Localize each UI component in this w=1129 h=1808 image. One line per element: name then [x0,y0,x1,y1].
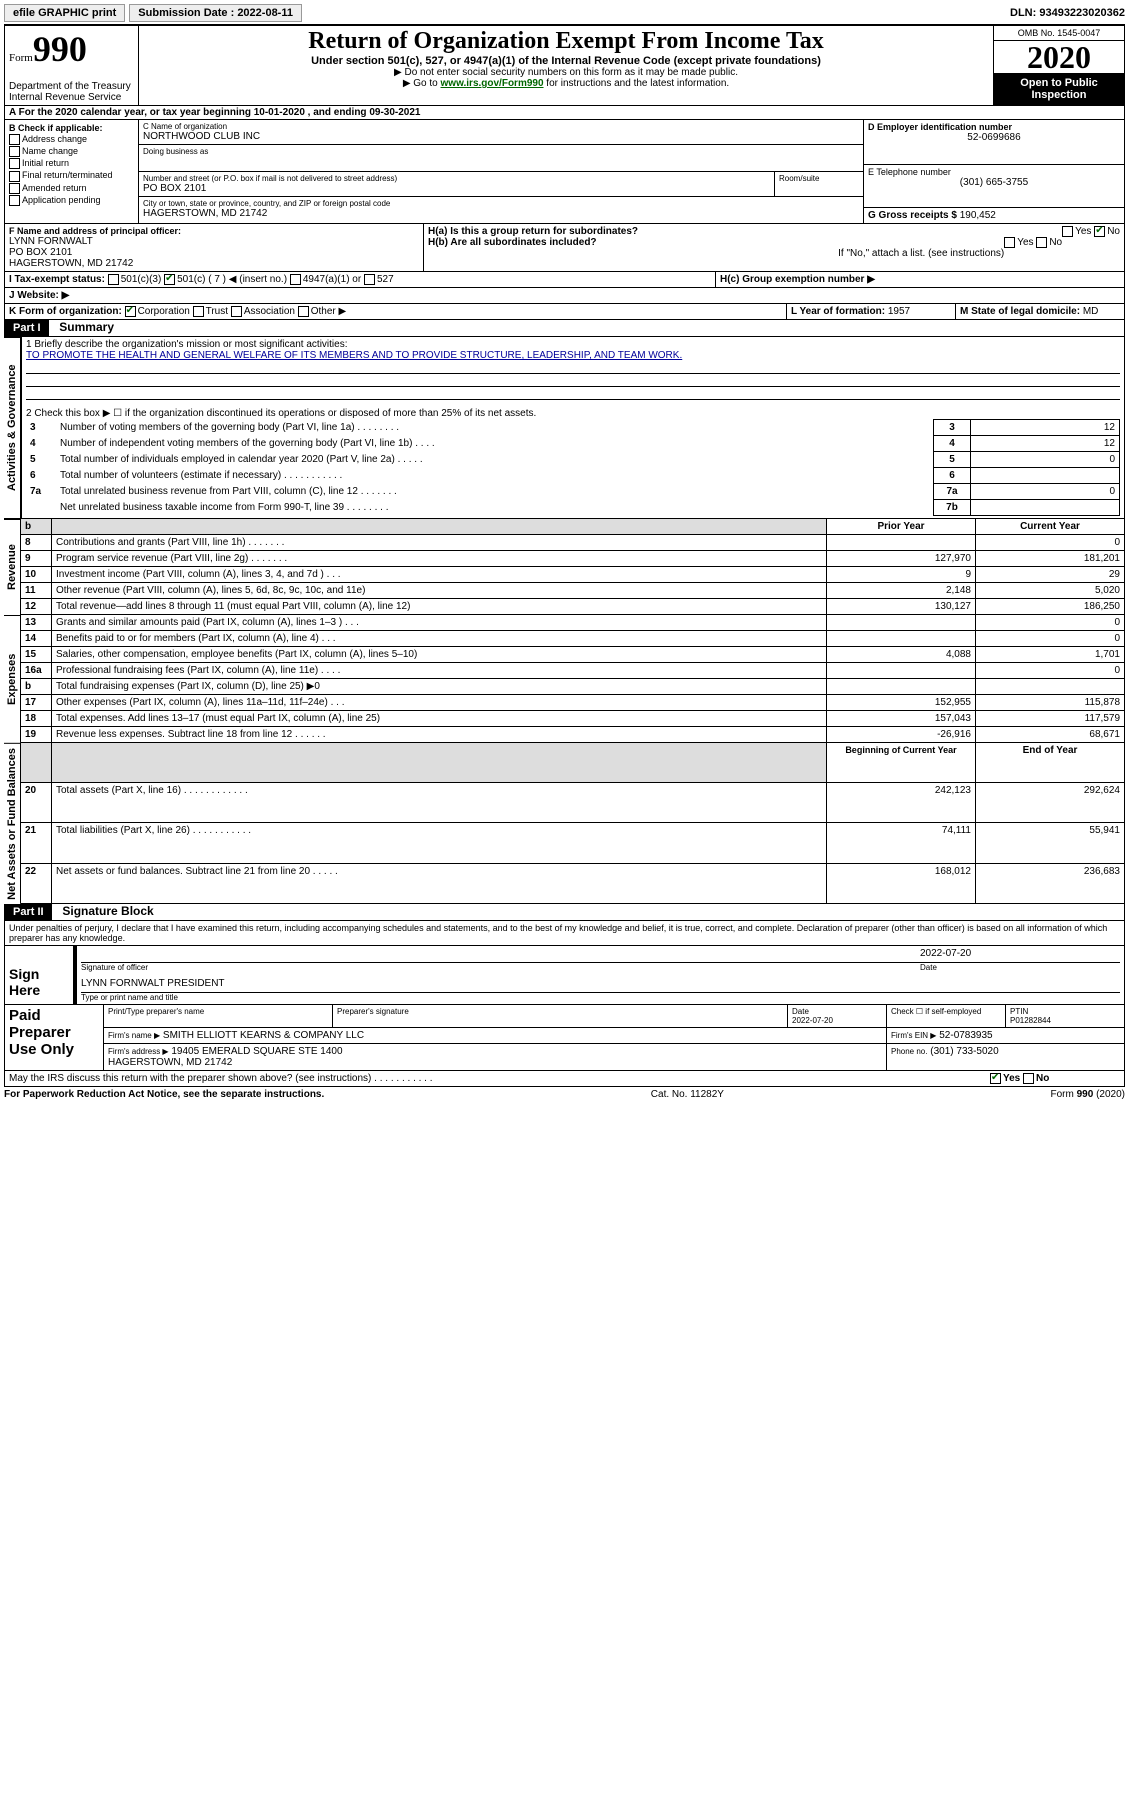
sig-date: 2022-07-20 [920,948,1120,963]
paperwork-notice: For Paperwork Reduction Act Notice, see … [4,1089,324,1100]
f-label: F Name and address of principal officer: [9,226,419,236]
officer-sig-name: LYNN FORNWALT PRESIDENT [81,978,1120,993]
phone-label: E Telephone number [868,167,1120,177]
officer-addr2: HAGERSTOWN, MD 21742 [9,258,419,269]
firm-phone: (301) 733-5020 [930,1046,998,1057]
chk-assoc[interactable] [231,306,242,317]
top-bar: efile GRAPHIC print Submission Date : 20… [4,4,1125,22]
governance-table: 3Number of voting members of the governi… [26,419,1120,516]
chk-trust[interactable] [193,306,204,317]
gross-value: 190,452 [960,210,996,221]
chk-pending[interactable] [9,195,20,206]
chk-other[interactable] [298,306,309,317]
form-ref: Form 990 (2020) [1051,1089,1125,1100]
discuss-no[interactable] [1023,1073,1034,1084]
efile-label[interactable]: efile GRAPHIC print [4,4,125,22]
dba-label: Doing business as [143,147,859,156]
street-label: Number and street (or P.O. box if mail i… [143,174,770,183]
c-label: C Name of organization [143,122,859,131]
chk-address[interactable] [9,134,20,145]
form-header: Form990 Department of the Treasury Inter… [4,26,1125,106]
part1-hdr: Part I [5,320,49,336]
discuss-yes[interactable] [990,1073,1001,1084]
chk-501c3[interactable] [108,274,119,285]
ptin: P01282844 [1010,1016,1051,1025]
firm-ein: 52-0783935 [939,1030,992,1041]
officer-name: LYNN FORNWALT [9,236,419,247]
h-a: H(a) Is this a group return for subordin… [428,226,1120,237]
preparer-table: Paid Preparer Use Only Print/Type prepar… [4,1005,1125,1071]
ha-yes[interactable] [1062,226,1073,237]
chk-corp[interactable] [125,306,136,317]
year-formation: 1957 [888,306,910,317]
ha-no[interactable] [1094,226,1105,237]
i-label: I Tax-exempt status: [9,274,105,285]
side-expenses: Expenses [4,615,21,743]
form-subtitle: Under section 501(c), 527, or 4947(a)(1)… [141,55,991,67]
revenue-table: bPrior YearCurrent Year8Contributions an… [21,519,1125,615]
form-number: 990 [33,29,87,69]
chk-final[interactable] [9,171,20,182]
dln: DLN: 93493223020362 [1010,7,1125,19]
city: HAGERSTOWN, MD 21742 [143,208,859,219]
form-word: Form [9,52,33,64]
note-ssn: ▶ Do not enter social security numbers o… [141,67,991,78]
submission-date[interactable]: Submission Date : 2022-08-11 [129,4,302,22]
sign-here: Sign Here [5,946,74,1004]
j-website: J Website: ▶ [9,290,69,301]
expenses-table: 13Grants and similar amounts paid (Part … [21,615,1125,743]
part1-title: Summary [59,320,114,334]
part2-hdr: Part II [5,904,52,920]
street: PO BOX 2101 [143,183,770,194]
org-name: NORTHWOOD CLUB INC [143,131,859,142]
chk-4947[interactable] [290,274,301,285]
chk-501c[interactable] [164,274,175,285]
discuss-q: May the IRS discuss this return with the… [5,1071,986,1086]
officer-addr1: PO BOX 2101 [9,247,419,258]
chk-amended[interactable] [9,183,20,194]
side-net: Net Assets or Fund Balances [4,743,21,904]
cat-no: Cat. No. 11282Y [651,1089,724,1100]
q1-text: TO PROMOTE THE HEALTH AND GENERAL WELFAR… [26,350,1120,361]
side-revenue: Revenue [4,519,21,615]
hb-yes[interactable] [1004,237,1015,248]
form-title: Return of Organization Exempt From Incom… [141,28,991,55]
section-a: A For the 2020 calendar year, or tax yea… [4,106,1125,120]
note-link: ▶ Go to www.irs.gov/Form990 for instruct… [141,78,991,89]
h-b: H(b) Are all subordinates included? Yes … [428,237,1120,248]
k-label: K Form of organization: [9,306,122,317]
state-domicile: MD [1083,306,1099,317]
chk-name[interactable] [9,146,20,157]
tax-year: 2020 [994,41,1124,73]
h-c: H(c) Group exemption number ▶ [720,274,875,285]
irs-link[interactable]: www.irs.gov/Form990 [441,78,544,89]
gross-label: G Gross receipts $ [868,210,957,221]
paid-prep: Paid Preparer Use Only [5,1005,104,1071]
open-to-public: Open to Public Inspection [994,73,1124,105]
part2-title: Signature Block [62,904,153,918]
ein-label: D Employer identification number [868,122,1120,132]
firm-name: SMITH ELLIOTT KEARNS & COMPANY LLC [163,1030,364,1041]
declaration: Under penalties of perjury, I declare th… [4,921,1125,946]
net-assets-table: Beginning of Current YearEnd of Year20To… [21,743,1125,904]
q1-label: 1 Briefly describe the organization's mi… [26,339,1120,350]
dept-label: Department of the Treasury Internal Reve… [9,81,131,103]
city-label: City or town, state or province, country… [143,199,859,208]
chk-initial[interactable] [9,158,20,169]
ein-value: 52-0699686 [868,132,1120,143]
prep-date: 2022-07-20 [792,1016,833,1025]
h-note: If "No," attach a list. (see instruction… [428,248,1120,259]
q2: 2 Check this box ▶ ☐ if the organization… [26,408,1120,419]
side-governance: Activities & Governance [4,337,21,519]
section-b: B Check if applicable: Address change Na… [5,120,139,223]
room-label: Room/suite [774,172,863,196]
phone-value: (301) 665-3755 [868,177,1120,188]
hb-no[interactable] [1036,237,1047,248]
chk-527[interactable] [364,274,375,285]
